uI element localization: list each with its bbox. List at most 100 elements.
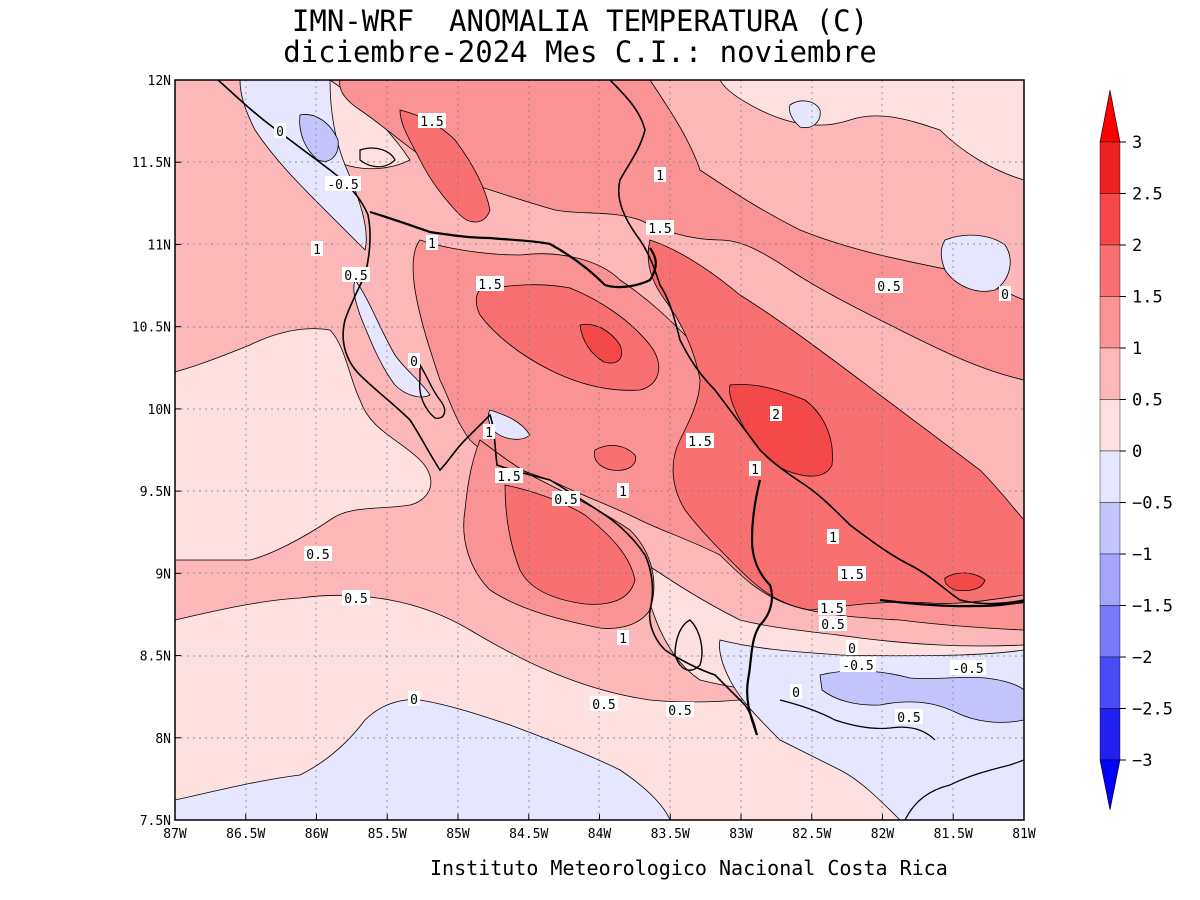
- contour-label: 1: [751, 463, 759, 478]
- x-tick-label: 81W: [1012, 827, 1036, 842]
- contour-label-bg: [999, 286, 1011, 301]
- contour-label: 1: [829, 531, 837, 546]
- colorbar-label: 2: [1132, 236, 1142, 256]
- band-1.5-2-north: [399, 109, 491, 223]
- contour-label-bg: [274, 123, 286, 138]
- contour-label-bg: [950, 660, 986, 675]
- contour-label-bg: [827, 529, 839, 544]
- contour-label: 1.5: [420, 115, 443, 130]
- band-1.5-2-east: [647, 239, 1024, 611]
- nicoya-coastline: [418, 362, 446, 419]
- pacific-coastline: [217, 80, 758, 736]
- contour-label: 1.5: [688, 435, 711, 450]
- southeast-coastline: [904, 759, 1024, 820]
- map-title-line2: diciembre-2024 Mes C.I.: noviembre: [283, 35, 877, 69]
- band-0-0.5-west: [175, 328, 432, 561]
- colorbar-swatch: [1099, 193, 1121, 246]
- contour-label: 1: [656, 169, 664, 184]
- contour-label: 0.5: [592, 698, 615, 713]
- colorbar-legend: 3 2.5 2 1.5 1 0.5 0 −0.5 −1 −1.5 −2 −2.5 −3: [1099, 89, 1173, 811]
- y-tick-label: 8.5N: [140, 650, 171, 665]
- colorbar-swatch: [1099, 244, 1121, 297]
- colorbar-bottom-arrow: [1099, 759, 1121, 811]
- nicaragua-lake-outline: [359, 147, 396, 168]
- colorbar-swatch: [1099, 296, 1121, 349]
- contour-label: 0: [792, 686, 800, 701]
- colorbar-swatch: [1099, 708, 1121, 761]
- colorbar-label: 0.5: [1132, 391, 1163, 411]
- colorbar-label: −3: [1132, 751, 1152, 771]
- contour-label-bg: [666, 702, 694, 717]
- coastlines: [217, 80, 1024, 820]
- contour-label: 1: [428, 237, 436, 252]
- contour-label: 0.5: [897, 711, 920, 726]
- colorbar-label: 2.5: [1132, 185, 1163, 205]
- contour-label: 2: [772, 408, 780, 423]
- contour-label: 0.5: [668, 704, 691, 719]
- colorbar-swatch: [1099, 605, 1121, 658]
- contour-label: 1.5: [648, 222, 671, 237]
- contour-label: 1.5: [497, 470, 520, 485]
- burica-coastline: [779, 699, 936, 741]
- band-neg-0.5-0-nicoya: [353, 279, 431, 398]
- y-tick-label: 12N: [148, 74, 171, 89]
- y-tick-label: 9.5N: [140, 485, 171, 500]
- band-neg-0.5-0-caribbean: [940, 234, 1011, 292]
- osa-coastline: [674, 619, 703, 671]
- contour-label: 1: [485, 426, 493, 441]
- band-neg-0.5-0-coast: [488, 409, 531, 440]
- contour-label: -0.5: [327, 178, 358, 193]
- contour-label-bg: [418, 113, 446, 128]
- colorbar-label: 0: [1132, 442, 1142, 462]
- contour-label-bg: [408, 353, 420, 368]
- contour-label-bg: [617, 483, 629, 498]
- contour-label: 0.5: [877, 280, 900, 295]
- colorbar-label: 3: [1132, 133, 1142, 153]
- x-tick-label: 83.5W: [651, 827, 690, 842]
- band-neg-0.5-0-blob: [789, 100, 821, 129]
- contour-label: 0.5: [554, 493, 577, 508]
- national-borders: [369, 210, 1024, 736]
- contour-label: 0: [848, 642, 856, 657]
- y-tick-label: 8N: [155, 732, 171, 747]
- band-neg-1-0.5-gulf: [299, 114, 339, 162]
- contour-label: 0.5: [306, 548, 329, 563]
- contour-label-bg: [617, 630, 629, 645]
- contour-label-bg: [342, 267, 370, 282]
- contour-label-bg: [875, 278, 903, 293]
- x-tick-label: 83W: [729, 827, 753, 842]
- colorbar-label: −1: [1132, 545, 1152, 565]
- band-2-2.5-central: [579, 323, 622, 364]
- colorbar-swatch: [1099, 347, 1121, 400]
- colorbar-swatch: [1099, 450, 1121, 503]
- x-tick-label: 85.5W: [368, 827, 407, 842]
- contour-label-bg: [840, 657, 876, 672]
- contour-label: -0.5: [952, 662, 983, 677]
- x-tick-label: 86.5W: [226, 827, 265, 842]
- map-title-line1: IMN-WRF ANOMALIA TEMPERATURA (C): [291, 4, 869, 38]
- colorbar-top-arrow: [1099, 89, 1121, 143]
- nicaragua-border: [369, 210, 657, 289]
- x-tick-label: 84.5W: [509, 827, 548, 842]
- x-tick-label: 84W: [588, 827, 612, 842]
- contour-label: 1.5: [478, 278, 501, 293]
- colorbar-swatch: [1099, 502, 1121, 555]
- y-tick-label: 10N: [148, 403, 171, 418]
- band-1.5-2-islet: [593, 445, 636, 471]
- contour-label-bg: [654, 167, 666, 182]
- institution-credit: Instituto Meteorologico Nacional Costa R…: [430, 856, 948, 880]
- x-tick-label: 86W: [305, 827, 329, 842]
- colorbar-label: −0.5: [1132, 494, 1173, 514]
- contour-label-bg: [426, 235, 438, 250]
- contour-label: 0.5: [344, 269, 367, 284]
- x-tick-label: 82W: [871, 827, 895, 842]
- contour-label: 0.5: [344, 592, 367, 607]
- y-tick-label: 9N: [155, 567, 171, 582]
- contour-label: 0: [1001, 288, 1009, 303]
- colorbar-swatch: [1099, 553, 1121, 606]
- panama-border: [746, 479, 774, 736]
- contour-label-bg: [408, 691, 420, 706]
- band-neg-1-0.5-south: [819, 670, 1024, 723]
- colorbar-label: −1.5: [1132, 597, 1173, 617]
